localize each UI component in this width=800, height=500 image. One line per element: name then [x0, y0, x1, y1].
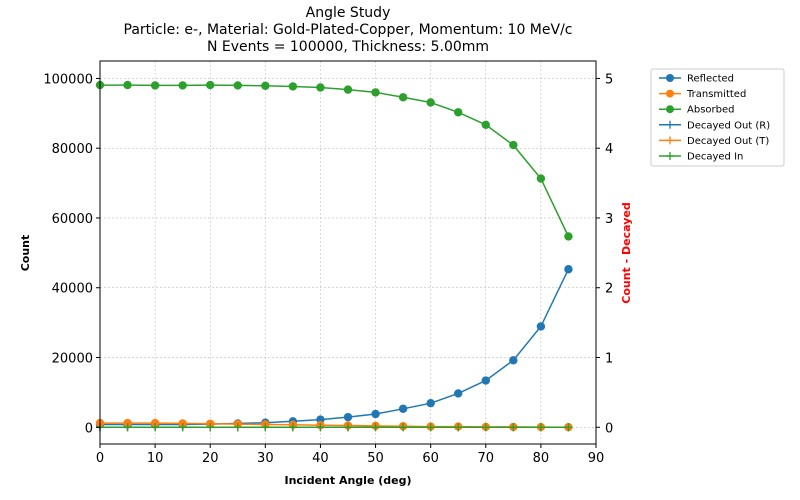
data-point-decayed-in: [288, 423, 297, 432]
x-tick-label: 80: [533, 451, 550, 466]
data-point-absorbed: [233, 81, 242, 90]
series-line-reflected: [100, 268, 570, 426]
data-point-transmitted: [123, 418, 132, 428]
x-tick-label: 50: [367, 451, 384, 466]
data-point-absorbed: [398, 93, 408, 102]
x-axis-label: Incident Angle (deg): [284, 474, 411, 487]
data-point-decayed-in: [233, 423, 242, 432]
data-point-decayed-in: [151, 423, 160, 432]
data-point-absorbed: [426, 98, 435, 107]
data-point-absorbed: [454, 108, 463, 117]
data-point-decayed-in: [509, 423, 518, 432]
data-point-absorbed: [261, 81, 270, 90]
data-point-absorbed: [371, 88, 380, 97]
plot-frame: [99, 60, 597, 445]
data-point-reflected: [536, 322, 546, 331]
legend-label: Decayed Out (R): [687, 120, 770, 131]
legend-label: Absorbed: [687, 105, 734, 116]
data-point-decayed-in: [564, 423, 573, 432]
data-point-decayed-in: [261, 423, 270, 432]
legend-swatch-marker: [666, 105, 674, 114]
data-point-decayed-in: [344, 423, 352, 432]
legend-swatch-marker: [666, 136, 674, 145]
chart-title: Angle Study: [306, 5, 391, 21]
data-point-reflected: [481, 376, 490, 385]
x-tick-label: 30: [257, 451, 274, 466]
chart-subtitle-2: N Events = 100000, Thickness: 5.00mm: [207, 39, 489, 55]
legend-entry-decayed-out-r: Decayed Out (R): [659, 120, 770, 131]
data-point-decayed-in: [426, 423, 435, 432]
legend-entry-decayed-in: Decayed In: [659, 152, 743, 163]
data-point-absorbed: [509, 140, 518, 150]
data-point-absorbed: [536, 174, 546, 183]
legend-entry-decayed-out-t: Decayed Out (T): [659, 136, 769, 147]
data-point-absorbed: [123, 80, 132, 90]
data-point-absorbed: [343, 85, 353, 94]
data-point-decayed-in: [536, 423, 545, 432]
data-point-decayed-in: [454, 423, 463, 432]
legend-swatch-marker: [666, 120, 674, 129]
data-point-decayed-in: [316, 423, 325, 432]
data-point-decayed-in: [206, 423, 215, 432]
legend-swatch-marker: [666, 152, 674, 160]
legend-label: Transmitted: [686, 89, 746, 100]
data-point-absorbed: [150, 81, 160, 90]
data-point-decayed-in: [481, 423, 490, 432]
x-tick-label: 40: [312, 451, 329, 466]
y-right-tick-label: 0: [605, 421, 613, 436]
legend-entry-transmitted: Transmitted: [659, 89, 746, 100]
data-point-decayed-in: [371, 423, 380, 432]
y-axis-right-label: Count - Decayed: [620, 202, 633, 303]
data-point-decayed-in: [399, 423, 408, 432]
y-right-tick-label: 3: [605, 212, 613, 227]
y-tick-label: 0: [85, 421, 93, 436]
data-point-absorbed: [178, 81, 187, 90]
x-tick-label: 0: [96, 451, 104, 466]
data-point-absorbed: [316, 83, 325, 92]
x-tick-label: 20: [202, 451, 219, 466]
y-right-tick-label: 5: [605, 72, 613, 87]
data-point-decayed-in: [178, 423, 187, 432]
chart-subtitle: Particle: e-, Material: Gold-Plated-Copp…: [124, 22, 573, 38]
x-tick-label: 60: [422, 451, 439, 466]
data-point-absorbed: [288, 82, 298, 91]
y-right-tick-label: 4: [605, 142, 613, 157]
data-point-absorbed: [564, 232, 573, 241]
series-line-absorbed: [100, 84, 570, 237]
y-right-tick-label: 2: [605, 282, 613, 297]
data-point-reflected: [509, 356, 518, 365]
y-tick-label: 40000: [52, 282, 93, 297]
legend-label: Reflected: [687, 74, 734, 85]
data-point-decayed-in: [123, 423, 132, 432]
legend-label: Decayed In: [687, 152, 743, 163]
y-tick-label: 80000: [52, 142, 93, 157]
data-point-reflected: [343, 412, 353, 422]
y-tick-label: 100000: [43, 72, 93, 87]
legend-entry-reflected: Reflected: [659, 74, 734, 85]
x-tick-label: 10: [147, 451, 164, 466]
legend-box: [650, 68, 785, 167]
data-point-reflected: [371, 409, 380, 419]
data-point-reflected: [454, 389, 463, 398]
data-point-reflected: [398, 404, 408, 413]
legend-swatch-marker: [666, 74, 674, 82]
x-tick-label: 90: [588, 451, 605, 466]
legend-entry-absorbed: Absorbed: [659, 105, 734, 116]
x-tick-label: 70: [478, 451, 495, 466]
data-point-reflected: [426, 398, 435, 408]
y-tick-label: 60000: [52, 212, 93, 227]
data-point-transmitted: [150, 418, 160, 428]
data-point-reflected: [564, 265, 573, 274]
legend-label: Decayed Out (T): [687, 136, 769, 147]
y-right-tick-label: 1: [605, 351, 613, 366]
legend: Reflected Transmitted Absorbed Decayed Out …: [650, 68, 785, 167]
plot-series: [95, 80, 573, 432]
axis-ticks: 0 10 20 30 40 50 60 70 80 90020000400006000080000…: [43, 72, 613, 466]
y-axis-label: Count: [19, 235, 32, 272]
data-point-absorbed: [481, 120, 490, 130]
legend-swatch-marker: [666, 89, 674, 98]
data-point-absorbed: [206, 80, 215, 90]
y-tick-label: 20000: [52, 351, 93, 366]
